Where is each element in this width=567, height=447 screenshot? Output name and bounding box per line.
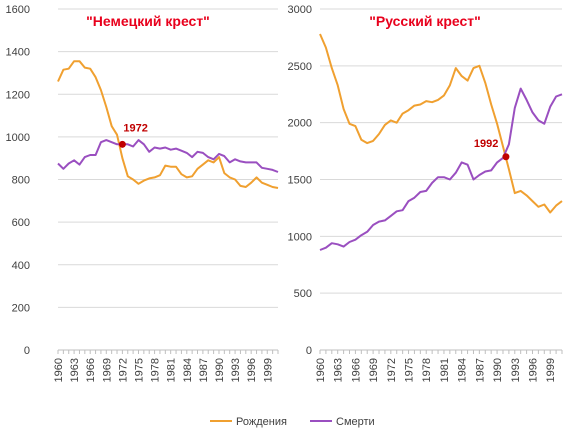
panel-1-x-tick-label: 1972 <box>117 358 129 382</box>
panel-2-x-tick-label: 1981 <box>439 358 451 382</box>
legend-births-label: Рождения <box>236 416 287 428</box>
panel-1-y-tick-label: 800 <box>12 175 30 187</box>
panel-1-series-births <box>57 60 279 189</box>
panel-1-y-tick-label: 0 <box>24 345 30 357</box>
panel-2-x-tick-label: 1969 <box>368 358 380 382</box>
panel-2-x-tick-label: 1960 <box>315 358 327 382</box>
panel-2-x-tick-label: 1990 <box>492 358 504 382</box>
panel-2-y-tick-label: 1000 <box>288 231 312 243</box>
panel-2-series-births <box>319 33 563 214</box>
panel-1-x-tick-label: 1987 <box>198 358 210 382</box>
panel-1-y-tick-label: 1600 <box>6 4 30 16</box>
panel-1-y-tick-label: 400 <box>12 260 30 272</box>
panel-1-x-tick-label: 1978 <box>150 358 162 382</box>
panel-2-x-tick-label: 1984 <box>457 358 469 382</box>
panel-1-crossing-label: 1972 <box>123 122 147 134</box>
panel-1-x-tick-label: 1999 <box>262 358 274 382</box>
panel-1-y-tick-label: 1000 <box>6 132 30 144</box>
panel-2-crossing-point <box>502 153 510 161</box>
panel-1-x-tick-label: 1966 <box>85 358 97 382</box>
panel-1-y-tick-label: 200 <box>12 302 30 314</box>
panel-2-x-tick-label: 1975 <box>404 358 416 382</box>
panel-2-series-deaths <box>319 87 563 251</box>
panel-2-x-tick-label: 1987 <box>474 358 486 382</box>
panel-1-x-tick-label: 1963 <box>69 358 81 382</box>
panel-1-x-tick-label: 1996 <box>246 358 258 382</box>
panel-1-crossing-point <box>118 140 126 148</box>
panel-2-crossing-label: 1992 <box>474 138 498 150</box>
panel-2-x-tick-label: 1978 <box>421 358 433 382</box>
panel-1-series-deaths <box>57 139 279 173</box>
panel-1-x-tick-label: 1969 <box>101 358 113 382</box>
panel-2-x-tick-label: 1963 <box>333 358 345 382</box>
panel-1-x-tick-label: 1984 <box>182 358 194 382</box>
panel-2-x-tick-label: 1999 <box>545 358 557 382</box>
panel-2-x-tick-label: 1993 <box>510 358 522 382</box>
panel-1-x-tick-label: 1990 <box>214 358 226 382</box>
panel-2-x-tick-label: 1972 <box>386 358 398 382</box>
panel-2-y-tick-label: 500 <box>294 288 312 300</box>
panel-2-y-tick-label: 0 <box>306 345 312 357</box>
panel-2-y-tick-label: 2500 <box>288 61 312 73</box>
panel-2-x-tick-label: 1996 <box>527 358 539 382</box>
panel-1-x-tick-label: 1960 <box>53 358 65 382</box>
panel-2-title: "Русский крест" <box>369 13 481 29</box>
legend-deaths-label: Смерти <box>336 416 375 428</box>
panel-1-x-tick-label: 1975 <box>133 358 145 382</box>
panel-1-x-tick-label: 1993 <box>230 358 242 382</box>
panel-1-x-tick-label: 1981 <box>166 358 178 382</box>
panel-2-y-tick-label: 3000 <box>288 4 312 16</box>
panel-2-y-tick-label: 2000 <box>288 118 312 130</box>
panel-1-y-tick-label: 600 <box>12 217 30 229</box>
panel-1-title: "Немецкий крест" <box>86 13 210 29</box>
panel-1-y-tick-label: 1400 <box>6 47 30 59</box>
panel-2-y-tick-label: 1500 <box>288 175 312 187</box>
panel-2-x-tick-label: 1966 <box>350 358 362 382</box>
panel-1-y-tick-label: 1200 <box>6 89 30 101</box>
